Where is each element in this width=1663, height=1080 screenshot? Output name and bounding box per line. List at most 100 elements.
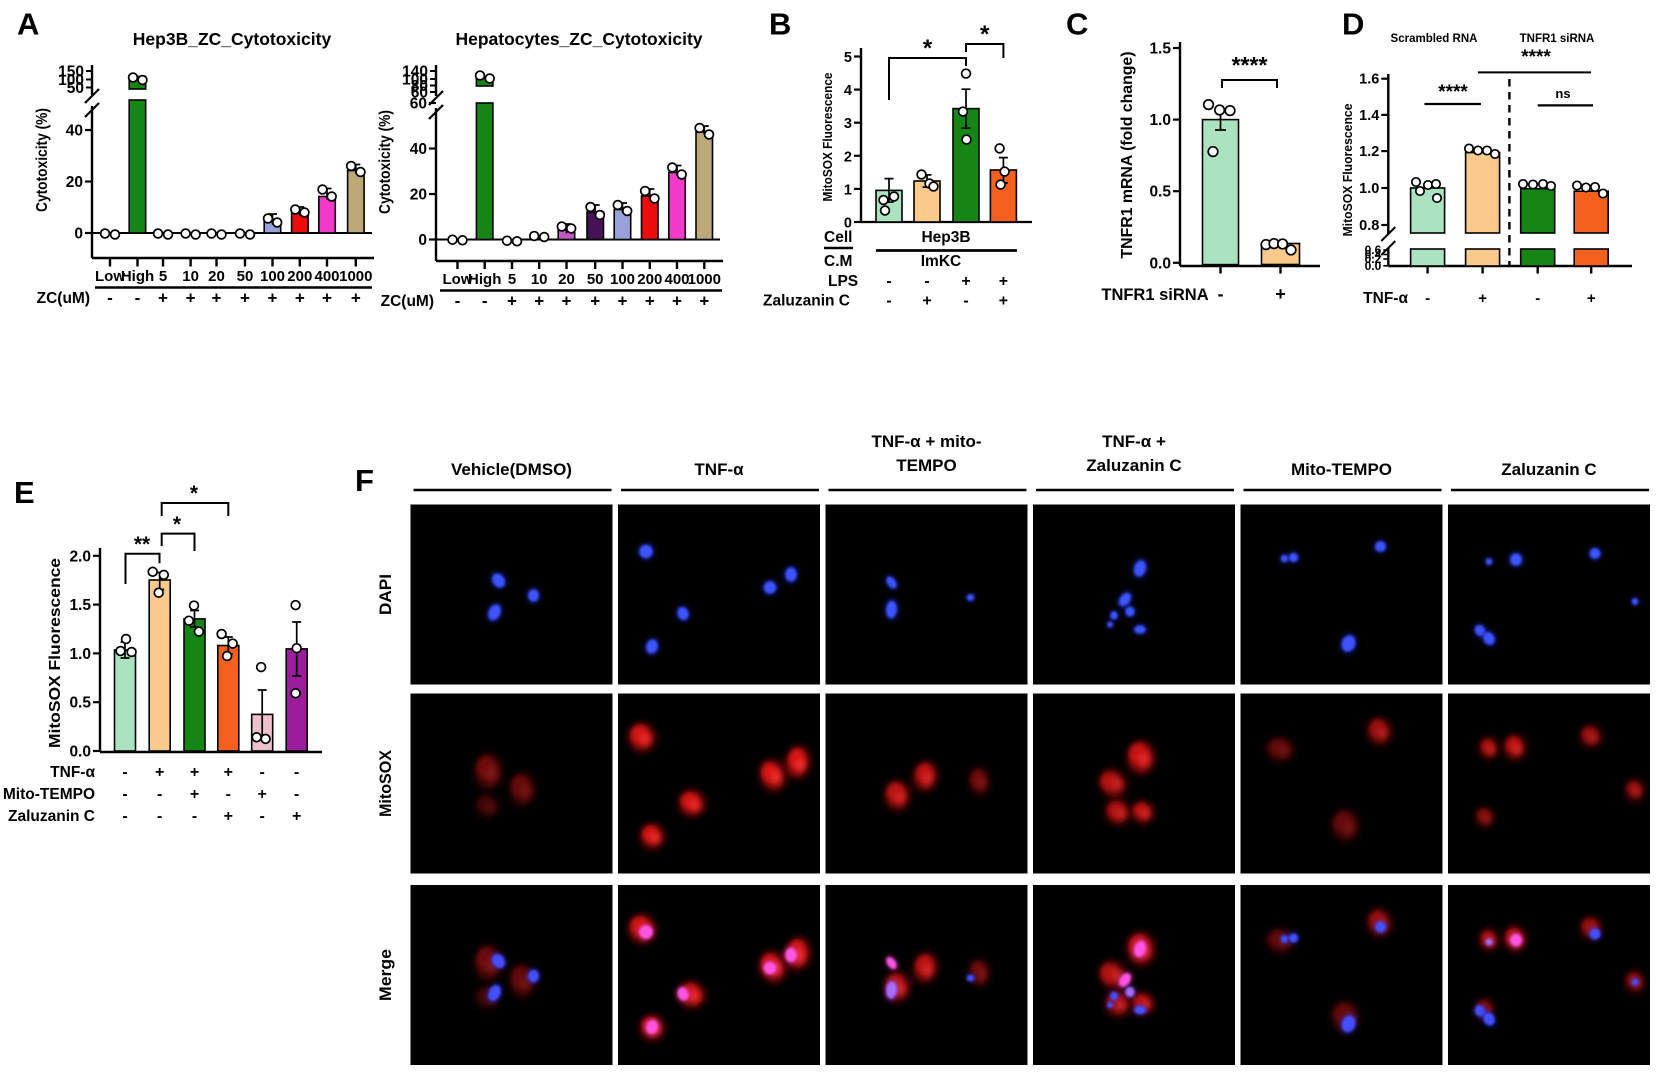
svg-text:1.5: 1.5	[1149, 41, 1171, 58]
svg-text:Zaluzanin C: Zaluzanin C	[1501, 460, 1596, 479]
svg-text:DAPI: DAPI	[377, 574, 395, 615]
svg-text:+: +	[1275, 284, 1286, 304]
svg-text:200: 200	[637, 271, 662, 288]
svg-text:C: C	[1066, 7, 1088, 42]
svg-text:+: +	[699, 292, 709, 311]
svg-text:+: +	[295, 289, 305, 308]
svg-text:-: -	[122, 808, 127, 825]
svg-text:20: 20	[410, 187, 427, 204]
svg-text:****: ****	[1232, 52, 1268, 78]
svg-text:+: +	[999, 293, 1008, 310]
svg-text:100: 100	[260, 268, 285, 285]
svg-text:2: 2	[844, 149, 852, 165]
svg-text:MitoSOX Fluorescence: MitoSOX Fluorescence	[1340, 104, 1355, 237]
svg-text:-: -	[107, 289, 113, 308]
svg-text:-: -	[1218, 284, 1224, 304]
svg-text:+: +	[190, 764, 199, 781]
svg-text:Scrambled RNA: Scrambled RNA	[1391, 33, 1478, 45]
svg-text:Zaluzanin C: Zaluzanin C	[8, 808, 95, 825]
svg-text:+: +	[618, 292, 628, 311]
svg-text:ImKC: ImKC	[921, 253, 961, 270]
svg-text:5: 5	[159, 268, 167, 285]
svg-text:0.8: 0.8	[1359, 218, 1379, 234]
svg-text:-: -	[135, 289, 141, 308]
svg-text:1.0: 1.0	[1359, 181, 1379, 197]
svg-text:TNF-α: TNF-α	[1363, 290, 1408, 307]
svg-text:-: -	[122, 786, 127, 803]
svg-text:+: +	[158, 289, 168, 308]
svg-text:-: -	[226, 786, 231, 803]
svg-text:MitoSOX: MitoSOX	[377, 750, 395, 817]
svg-text:****: ****	[1521, 47, 1551, 68]
svg-text:1.5: 1.5	[69, 597, 91, 614]
svg-text:ZC(uM): ZC(uM)	[381, 293, 434, 310]
svg-text:Mito-TEMPO: Mito-TEMPO	[3, 786, 95, 803]
svg-text:0.6: 0.6	[1365, 243, 1382, 257]
svg-text:20: 20	[558, 271, 575, 288]
svg-text:100: 100	[402, 72, 428, 89]
svg-text:****: ****	[1438, 82, 1468, 103]
svg-text:Cytotoxicity (%): Cytotoxicity (%)	[377, 110, 394, 214]
svg-text:TNFR1 siRNA: TNFR1 siRNA	[1520, 33, 1595, 45]
svg-text:50: 50	[67, 80, 84, 97]
svg-text:Cell: Cell	[824, 229, 852, 246]
svg-text:-: -	[294, 764, 299, 781]
svg-text:-: -	[963, 293, 968, 310]
svg-text:1.4: 1.4	[1359, 108, 1379, 124]
svg-text:0.5: 0.5	[69, 695, 91, 712]
svg-text:1: 1	[844, 182, 852, 198]
svg-text:-: -	[294, 786, 299, 803]
svg-text:Mito-TEMPO: Mito-TEMPO	[1291, 460, 1392, 479]
svg-text:*: *	[190, 482, 199, 505]
svg-text:TNFR1 mRNA (fold change): TNFR1 mRNA (fold change)	[1119, 52, 1136, 259]
svg-text:1000: 1000	[688, 271, 721, 288]
svg-text:1.6: 1.6	[1359, 72, 1379, 88]
svg-text:MitoSOX Fluorescence: MitoSOX Fluorescence	[820, 73, 835, 202]
svg-text:20: 20	[208, 268, 225, 285]
svg-text:-: -	[482, 292, 488, 311]
svg-text:+: +	[507, 292, 517, 311]
svg-text:High: High	[121, 268, 154, 285]
svg-text:+: +	[268, 289, 278, 308]
svg-text:1.0: 1.0	[1149, 112, 1171, 129]
svg-text:-: -	[1535, 290, 1540, 307]
svg-text:50: 50	[587, 271, 604, 288]
svg-text:+: +	[1478, 290, 1487, 307]
svg-text:C.M: C.M	[824, 253, 852, 270]
svg-text:TNF-α + mito-: TNF-α + mito-	[871, 432, 981, 451]
svg-text:-: -	[886, 273, 891, 290]
svg-text:MitoSOX Fluorescence: MitoSOX Fluorescence	[47, 558, 64, 748]
svg-text:-: -	[122, 764, 127, 781]
svg-text:-: -	[260, 808, 265, 825]
svg-text:0.0: 0.0	[69, 744, 91, 761]
svg-text:High: High	[468, 271, 501, 288]
svg-text:+: +	[1587, 290, 1596, 307]
svg-text:+: +	[645, 292, 655, 311]
svg-text:5: 5	[844, 50, 852, 66]
svg-text:50: 50	[237, 268, 254, 285]
svg-text:-: -	[455, 292, 461, 311]
svg-text:0.2: 0.2	[1365, 252, 1382, 266]
svg-text:A: A	[17, 7, 39, 42]
svg-text:Hep3B_ZC_Cytotoxicity: Hep3B_ZC_Cytotoxicity	[133, 29, 332, 49]
svg-text:+: +	[961, 273, 970, 290]
svg-text:+: +	[672, 292, 682, 311]
svg-text:**: **	[134, 533, 151, 556]
svg-text:400: 400	[664, 271, 689, 288]
svg-text:Low: Low	[443, 271, 473, 288]
svg-text:TNFR1 siRNA: TNFR1 siRNA	[1101, 286, 1208, 304]
svg-text:*: *	[923, 35, 933, 62]
svg-text:TNF-α: TNF-α	[694, 460, 744, 479]
svg-text:-: -	[192, 808, 197, 825]
svg-text:E: E	[14, 475, 35, 510]
svg-text:150: 150	[58, 64, 84, 81]
svg-text:0: 0	[74, 226, 83, 243]
svg-text:+: +	[224, 808, 233, 825]
svg-text:200: 200	[287, 268, 312, 285]
svg-text:1.0: 1.0	[69, 646, 91, 663]
svg-text:+: +	[534, 292, 544, 311]
svg-text:0.0: 0.0	[1365, 259, 1382, 273]
svg-text:TEMPO: TEMPO	[896, 456, 956, 475]
svg-text:-: -	[1425, 290, 1430, 307]
svg-text:*: *	[980, 21, 990, 48]
